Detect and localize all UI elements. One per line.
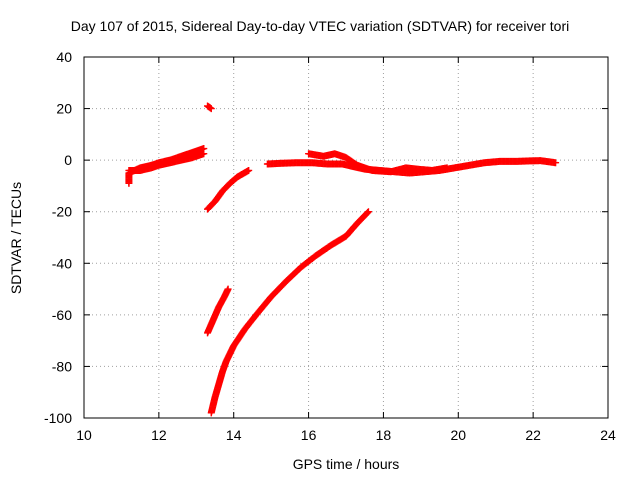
x-tick-label: 18 <box>376 427 392 443</box>
series-2 <box>125 150 208 174</box>
y-tick-label: -100 <box>44 410 72 426</box>
y-tick-label: -20 <box>52 204 72 220</box>
data-point <box>200 150 208 158</box>
series-4 <box>204 166 253 213</box>
x-tick-label: 12 <box>151 427 167 443</box>
series-6 <box>207 208 372 417</box>
x-tick-label: 22 <box>525 427 541 443</box>
data-point <box>245 166 253 174</box>
y-axis-label: SDTVAR / TECUs <box>8 181 24 295</box>
series-3 <box>204 102 215 113</box>
data-point <box>207 105 215 113</box>
y-tick-label: 20 <box>56 101 72 117</box>
y-tick-label: -80 <box>52 358 72 374</box>
x-tick-label: 16 <box>301 427 317 443</box>
data-point <box>224 285 232 293</box>
data-point <box>364 208 372 216</box>
data-point <box>443 164 451 172</box>
x-tick-label: 10 <box>76 427 92 443</box>
series-5 <box>204 285 232 337</box>
x-tick-label: 14 <box>226 427 242 443</box>
data-point <box>552 159 560 167</box>
y-tick-label: 0 <box>64 152 72 168</box>
y-tick-label: -40 <box>52 255 72 271</box>
x-axis-label: GPS time / hours <box>292 456 400 472</box>
y-tick-label: 40 <box>56 49 72 65</box>
data-series <box>125 102 560 417</box>
x-tick-label: 24 <box>600 427 616 443</box>
data-point <box>364 209 372 217</box>
y-tick-label: -60 <box>52 307 72 323</box>
x-tick-label: 20 <box>450 427 466 443</box>
series-8 <box>305 150 451 176</box>
axis-ticks: 10 12 14 16 18 20 22 24 -100 -80 -60 -40 -20 0 20 40 <box>44 49 616 443</box>
chart-title: Day 107 of 2015, Sidereal Day-to-day VTE… <box>70 18 570 34</box>
plot-frame <box>83 56 609 419</box>
